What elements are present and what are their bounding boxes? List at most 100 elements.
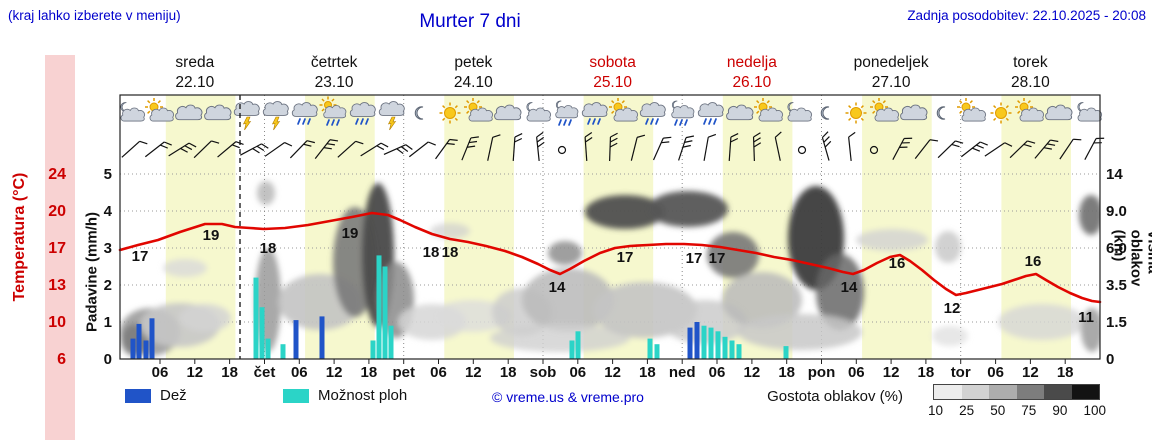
storm-weather-icon <box>233 101 260 131</box>
density-segment <box>1044 385 1072 399</box>
precip-axis-tick: 4 <box>104 203 113 220</box>
day-header: nedelja 26.10 <box>727 53 777 93</box>
cloud-axis-tick: 6.0 <box>1106 240 1127 257</box>
precip-axis-tick: 3 <box>104 240 112 257</box>
wind-barb-icon <box>914 139 939 160</box>
density-segment <box>934 385 962 399</box>
legend-shower: Možnost ploh <box>283 387 407 404</box>
rain-bar <box>143 340 149 359</box>
shower-bar <box>376 255 382 359</box>
day-name: sreda <box>175 54 215 71</box>
wind-barb-icon <box>383 144 413 156</box>
temperature-value-label: 17 <box>709 250 726 267</box>
wind-barb-icon <box>630 134 646 161</box>
temperature-value-label: 12 <box>944 300 961 317</box>
rain-weather-icon <box>291 102 318 125</box>
wind-barb-icon <box>240 143 269 156</box>
wind-barb-icon <box>703 133 717 161</box>
plot-frame <box>119 94 1101 360</box>
sun-weather-icon <box>845 102 867 124</box>
wind-barb-icon <box>337 140 364 158</box>
rain-bar <box>694 322 700 359</box>
shower-bar <box>783 346 789 359</box>
temperature-value-label: 16 <box>889 255 906 272</box>
day-header: petek 24.10 <box>454 53 493 93</box>
precip-axis-tick: 2 <box>104 277 112 294</box>
density-segment <box>1016 385 1044 399</box>
shower-bar <box>569 340 575 359</box>
temp-axis-tick: 6 <box>57 351 66 368</box>
time-tick: 18 <box>361 364 378 381</box>
legend-rain-label: Dež <box>160 387 187 404</box>
time-tick: 18 <box>639 364 656 381</box>
storm-weather-icon <box>378 101 405 131</box>
cloud-axis-tick: 9.0 <box>1106 203 1127 220</box>
time-tick: 12 <box>465 364 482 381</box>
time-tick: 18 <box>918 364 935 381</box>
shower-bar <box>647 338 653 359</box>
day-date: 23.10 <box>314 74 354 91</box>
day-abbr-tick: čet <box>254 364 276 381</box>
temperature-value-label: 19 <box>342 225 359 242</box>
time-tick: 12 <box>326 364 343 381</box>
legend-rain: Dež <box>125 387 187 404</box>
wind-barb-icon <box>984 142 1013 157</box>
shower-bar <box>382 266 388 359</box>
temp-axis-tick: 17 <box>48 240 66 257</box>
moon-rain-weather-icon <box>555 100 579 126</box>
time-tick: 18 <box>1057 364 1074 381</box>
shower-bar <box>253 277 259 359</box>
time-tick: 06 <box>569 364 586 381</box>
sun-cloud-weather-icon <box>957 98 987 122</box>
day-abbr-tick: pet <box>392 364 415 381</box>
wind-barb-icon <box>752 132 762 162</box>
rain-weather-icon <box>639 102 666 125</box>
day-header: ponedeljek 27.10 <box>854 53 929 93</box>
density-tick: 90 <box>1052 403 1068 418</box>
wind-barb-icon <box>121 140 148 158</box>
temp-axis-tick: 24 <box>48 166 66 183</box>
wind-barb-icon <box>1034 139 1059 159</box>
cloud-axis-tick: 1.5 <box>1106 314 1127 331</box>
site-credit: © vreme.us & vreme.pro <box>492 389 644 405</box>
wind-barb-icon <box>168 142 197 157</box>
wind-barb-icon <box>678 135 695 161</box>
sun-cloud-weather-icon <box>870 98 900 122</box>
wind-barb-icon <box>360 142 389 157</box>
shower-bar <box>370 340 376 359</box>
temperature-value-label: 17 <box>686 250 703 267</box>
time-tick: 12 <box>883 364 900 381</box>
rain-bar <box>687 327 693 359</box>
temp-axis-tick: 10 <box>48 314 66 331</box>
rain-weather-icon <box>697 102 724 125</box>
day-abbr-tick: tor <box>951 364 971 381</box>
time-tick: 06 <box>291 364 308 381</box>
cloud-axis-tick: 14 <box>1106 166 1123 183</box>
temperature-value-label: 19 <box>203 227 220 244</box>
day-name: četrtek <box>310 54 358 71</box>
wind-barb-icon <box>892 137 913 160</box>
sun-cloud-weather-icon <box>464 98 494 122</box>
sun-cloud-weather-icon <box>754 98 784 122</box>
rain-bar <box>293 320 299 359</box>
rain-swatch-icon <box>125 388 151 403</box>
day-date: 24.10 <box>453 74 493 91</box>
wind-calm-icon <box>869 145 879 155</box>
time-tick: 12 <box>744 364 761 381</box>
cloud-density-label: Gostota oblakov (%) <box>767 388 903 405</box>
temperature-value-label: 17 <box>617 249 634 266</box>
day-header: torek 28.10 <box>1011 53 1050 93</box>
time-tick: 12 <box>604 364 621 381</box>
temperature-line <box>118 211 1102 304</box>
wind-barb-icon <box>289 140 315 159</box>
daylight-band <box>862 95 932 359</box>
shower-bar <box>701 325 707 359</box>
temperature-value-label: 18 <box>260 240 277 257</box>
wind-barb-icon <box>1059 138 1082 160</box>
time-tick: 06 <box>430 364 447 381</box>
wind-barb-icon <box>193 140 220 159</box>
legend-shower-label: Možnost ploh <box>318 387 408 404</box>
wind-barb-icon <box>848 131 856 162</box>
temperature-axis-strip <box>45 55 75 440</box>
